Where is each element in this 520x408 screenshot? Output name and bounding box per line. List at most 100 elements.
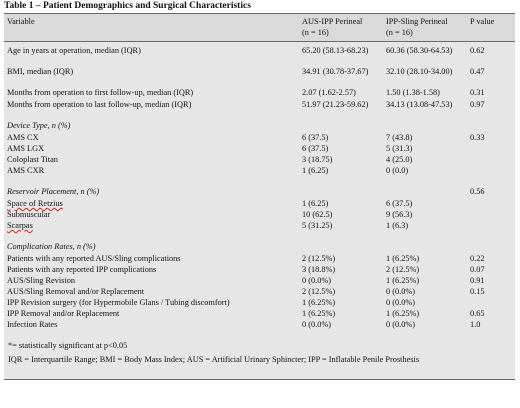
row-aus-ipp: 2 (12.5%)	[302, 287, 336, 296]
row-label: Patients with any reported IPP complicat…	[7, 265, 157, 274]
section-heading: Complication Rates, n (%)	[4, 242, 515, 253]
row-p-value: 0.47	[470, 67, 485, 76]
row-label: Infection Rates	[7, 320, 58, 329]
table-title: Table 1 – Patient Demographics and Surgi…	[4, 1, 251, 11]
row-ipp-sling: 1 (6.25%)	[386, 309, 420, 318]
row-ipp-sling: 1.50 (1.38-1.58)	[386, 88, 440, 97]
row-aus-ipp: 6 (37.5)	[302, 133, 329, 142]
table-row: Age in years at operation, median (IQR) …	[4, 46, 515, 57]
row-label: IPP Revision surgery (for Hypermobile Gl…	[7, 298, 230, 307]
row-aus-ipp: 1 (6.25)	[302, 199, 329, 208]
row-aus-ipp: 1 (6.25%)	[302, 309, 336, 318]
table-row: AMS CX 6 (37.5) 7 (43.8) 0.33	[4, 133, 515, 144]
table-row: AMS LGX 6 (37.5) 5 (31.3)	[4, 144, 515, 155]
section-device-type: Device Type, n (%)	[7, 121, 71, 130]
row-label: Months from operation to first follow-up…	[7, 88, 194, 97]
header-aus-ipp-name: AUS-IPP Perineal	[302, 17, 363, 26]
header-ipp-sling: IPP-Sling Perineal (n = 16)	[386, 16, 448, 38]
section-complication-rates: Complication Rates, n (%)	[7, 242, 96, 251]
table-row: AMS CXR 1 (6.25) 0 (0.0)	[4, 166, 515, 177]
row-p-value: 0.33	[470, 133, 485, 142]
header-ipp-sling-n: (n = 16)	[386, 28, 413, 37]
row-ipp-sling: 6 (37.5)	[386, 199, 413, 208]
row-ipp-sling: 7 (43.8)	[386, 133, 413, 142]
header-aus-ipp: AUS-IPP Perineal (n = 16)	[302, 16, 362, 38]
row-aus-ipp: 3 (18.8%)	[302, 265, 336, 274]
row-ipp-sling: 0 (0.0%)	[386, 320, 416, 329]
data-table: Variable AUS-IPP Perineal (n = 16) IPP-S…	[4, 13, 515, 380]
section-heading: Reservoir Placement, n (%) 0.56	[4, 187, 515, 198]
header-variable: Variable	[7, 17, 35, 26]
row-ipp-sling: 1 (6.25%)	[386, 254, 420, 263]
row-aus-ipp: 3 (18.75)	[302, 155, 333, 164]
row-label: Months from operation to last follow-up,…	[7, 100, 192, 109]
footnote-abbreviations: IQR = Interquartile Range; BMI = Body Ma…	[8, 355, 420, 364]
row-ipp-sling: 0 (0.0%)	[386, 298, 416, 307]
row-label: AMS CX	[7, 133, 39, 142]
table-header: Variable AUS-IPP Perineal (n = 16) IPP-S…	[4, 13, 515, 42]
footnote-significance: *= statistically significant at p<0.05	[8, 341, 128, 350]
row-label: Space of Retzius	[7, 199, 63, 208]
row-p-value: 0.97	[470, 100, 485, 109]
table-row: Patients with any reported IPP complicat…	[4, 265, 515, 276]
row-label: Coloplast Titan	[7, 155, 58, 164]
row-ipp-sling: 1 (6.3)	[386, 221, 409, 230]
row-p-value: 0.56	[470, 187, 485, 196]
row-p-value: 0.65	[470, 309, 485, 318]
row-ipp-sling: 32.10 (28.10-34.00)	[386, 67, 453, 76]
header-p-value: P value	[470, 17, 495, 26]
row-aus-ipp: 6 (37.5)	[302, 144, 329, 153]
row-aus-ipp: 10 (62.5)	[302, 210, 333, 219]
table-row: Patients with any reported AUS/Sling com…	[4, 254, 515, 265]
row-ipp-sling: 2 (12.5%)	[386, 265, 420, 274]
row-aus-ipp: 5 (31.25)	[302, 221, 333, 230]
row-label: AUS/Sling Removal and/or Replacement	[7, 287, 145, 296]
row-label: Patients with any reported AUS/Sling com…	[7, 254, 181, 263]
row-aus-ipp: 34.91 (30.78-37.67)	[302, 67, 369, 76]
row-ipp-sling: 60.36 (58.30-64.53)	[386, 46, 453, 55]
row-label: Age in years at operation, median (IQR)	[7, 46, 141, 55]
table-row: Scarpas 5 (31.25) 1 (6.3)	[4, 221, 515, 232]
row-ipp-sling: 0 (0.0%)	[386, 287, 416, 296]
table-bottom-rule	[4, 379, 515, 380]
row-p-value: 0.31	[470, 88, 485, 97]
row-p-value: 0.22	[470, 254, 485, 263]
row-aus-ipp: 0 (0.0%)	[302, 320, 332, 329]
row-ipp-sling: 9 (56.3)	[386, 210, 413, 219]
row-aus-ipp: 2 (12.5%)	[302, 254, 336, 263]
table-row: Months from operation to first follow-up…	[4, 88, 515, 99]
row-p-value: 0.91	[470, 276, 485, 285]
table-row: AUS/Sling Revision 0 (0.0%) 1 (6.25%) 0.…	[4, 276, 515, 287]
row-aus-ipp: 0 (0.0%)	[302, 276, 332, 285]
row-ipp-sling: 4 (25.0)	[386, 155, 413, 164]
row-label: Submuscular	[7, 210, 51, 219]
row-aus-ipp: 65.20 (58.13-68.23)	[302, 46, 369, 55]
row-aus-ipp: 1 (6.25%)	[302, 298, 336, 307]
row-ipp-sling: 0 (0.0)	[386, 166, 409, 175]
table-row: Submuscular 10 (62.5) 9 (56.3)	[4, 210, 515, 221]
row-aus-ipp: 1 (6.25)	[302, 166, 329, 175]
table-row: Space of Retzius 1 (6.25) 6 (37.5)	[4, 199, 515, 210]
row-p-value: 0.07	[470, 265, 485, 274]
row-label: AMS LGX	[7, 144, 45, 153]
section-heading: Device Type, n (%)	[4, 121, 515, 132]
row-ipp-sling: 5 (31.3)	[386, 144, 413, 153]
section-reservoir-placement: Reservoir Placement, n (%)	[7, 187, 100, 196]
row-label: AMS CXR	[7, 166, 45, 175]
table-row: Coloplast Titan 3 (18.75) 4 (25.0)	[4, 155, 515, 166]
row-label: BMI, median (IQR)	[7, 67, 74, 76]
row-aus-ipp: 2.07 (1.62-2.57)	[302, 88, 356, 97]
table-row: IPP Removal and/or Replacement 1 (6.25%)…	[4, 309, 515, 320]
row-p-value: 0.62	[470, 46, 485, 55]
row-p-value: 1.0	[470, 320, 481, 329]
row-p-value: 0.15	[470, 287, 485, 296]
header-aus-ipp-n: (n = 16)	[302, 28, 329, 37]
row-label: Scarpas	[7, 221, 33, 230]
row-ipp-sling: 1 (6.25%)	[386, 276, 420, 285]
row-label: IPP Removal and/or Replacement	[7, 309, 120, 318]
table-row: IPP Revision surgery (for Hypermobile Gl…	[4, 298, 515, 309]
header-ipp-sling-name: IPP-Sling Perineal	[386, 17, 448, 26]
row-label: AUS/Sling Revision	[7, 276, 75, 285]
table-row: AUS/Sling Removal and/or Replacement 2 (…	[4, 287, 515, 298]
table-row: BMI, median (IQR) 34.91 (30.78-37.67) 32…	[4, 67, 515, 78]
